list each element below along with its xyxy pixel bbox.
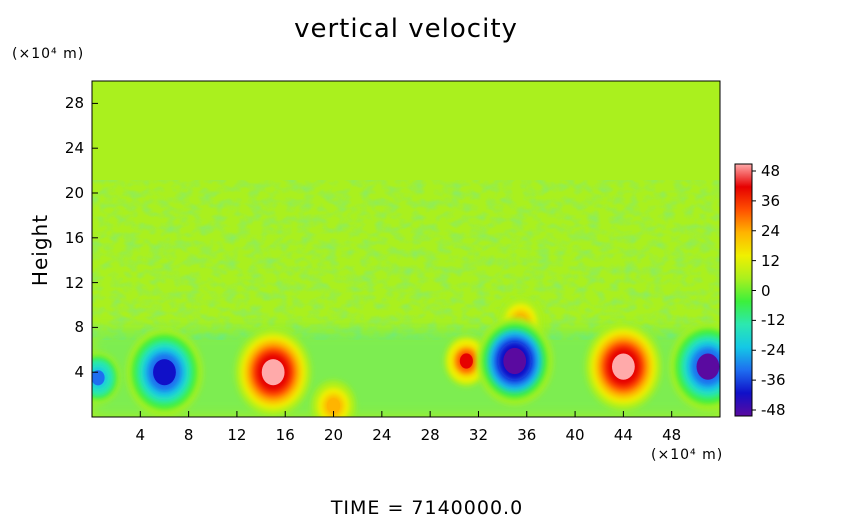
x-tick-label: 32: [468, 426, 488, 444]
x-tick-label: 44: [613, 426, 633, 444]
colorbar-tick-label: 36: [761, 191, 781, 210]
x-axis-unit: (×10⁴ m): [651, 447, 724, 463]
x-tick-label: 12: [227, 426, 247, 444]
colorbar-tick-label: 12: [761, 251, 781, 270]
colorbar-tick-label: 0: [761, 281, 771, 300]
y-tick-label: 8: [74, 318, 84, 337]
downdraft-cell: [92, 370, 105, 386]
updraft-cell: [326, 398, 341, 414]
x-tick-label: 40: [565, 426, 585, 444]
downdraft-cell: [153, 359, 176, 386]
x-tick-label: 28: [420, 426, 440, 444]
x-tick-label: 48: [662, 426, 682, 444]
colorbar-tick-label: -48: [761, 401, 786, 419]
axis-ticks: [92, 102, 673, 417]
updraft-cell: [261, 359, 285, 386]
x-tick-label: 8: [183, 426, 194, 444]
x-tick-label: 36: [517, 426, 537, 444]
colorbar-tick-label: -12: [761, 311, 786, 330]
y-tick-label: 12: [64, 273, 84, 292]
y-tick-label: 16: [64, 228, 84, 247]
y-tick-label: 4: [74, 363, 84, 382]
x-tick-label: 24: [372, 426, 392, 444]
colorbar-tick-label: 48: [761, 162, 781, 180]
downdraft-cell: [696, 353, 720, 380]
colorbar: [734, 163, 753, 417]
y-tick-label: 24: [64, 139, 84, 158]
chart-title: vertical velocity: [294, 14, 518, 44]
x-tick-label: 20: [323, 426, 344, 444]
x-tick-label: 4: [135, 426, 146, 444]
colorbar-tick-label: -24: [761, 341, 786, 360]
plot-area: [92, 81, 720, 417]
colorbar-tick-label: -36: [761, 371, 786, 390]
y-tick-label: 20: [64, 184, 84, 202]
plot-frame: [91, 80, 721, 418]
updraft-cell: [611, 353, 635, 380]
downdraft-cell: [503, 347, 527, 375]
colorbar-ticks: [752, 170, 756, 411]
y-tick-label: 28: [64, 94, 84, 113]
updraft-cell: [459, 353, 473, 369]
y-axis-unit: (×10⁴ m): [12, 46, 85, 62]
turbulent-layer: [92, 180, 720, 340]
x-tick-label: 16: [275, 426, 295, 444]
time-annotation: TIME = 7140000.0: [330, 497, 524, 519]
heatmap-features: [92, 296, 720, 417]
colorbar-tick-label: 24: [761, 221, 781, 240]
